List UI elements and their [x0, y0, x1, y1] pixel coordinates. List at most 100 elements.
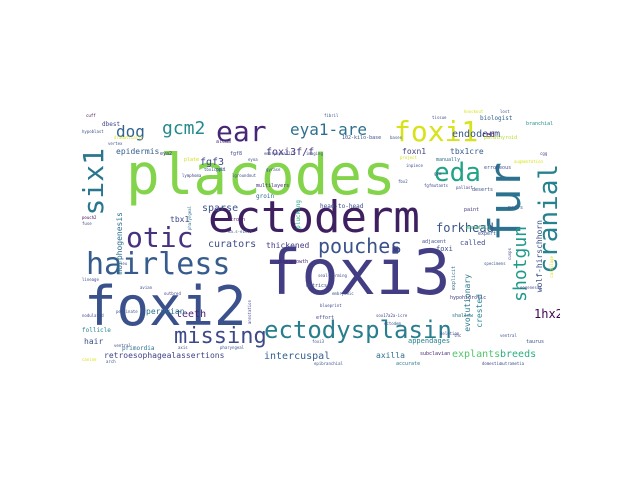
word-explants: explants: [452, 349, 501, 360]
word-otic: otic: [126, 221, 194, 254]
word-crown: crown: [230, 217, 246, 223]
word-ectodysplasin: ectodysplasin: [264, 316, 452, 344]
word-groin: groin: [256, 193, 275, 200]
word-project: project: [400, 155, 417, 160]
word-shallow: shallow: [452, 313, 474, 319]
word-appendages: appendages: [408, 337, 451, 345]
word-hairless: hairless: [86, 247, 231, 282]
word-manifold: manifold: [466, 225, 491, 231]
word-fgf8: fgf8: [230, 151, 243, 157]
word-lost: lost: [500, 109, 510, 114]
word-head-to-head: head-to-head: [320, 203, 364, 210]
word-blueprint: blueprint: [320, 303, 342, 308]
word-breeds: breeds: [500, 349, 537, 360]
word-ea5-e195: ea.s-e19.5: [228, 229, 253, 234]
word-knockout: knockout: [464, 109, 484, 114]
word-epidermis: epidermis: [116, 147, 160, 156]
word-alcam: alcam: [216, 139, 232, 145]
word-manually: manually: [436, 157, 461, 163]
word-tbx1cre: tbx1cre: [450, 147, 484, 156]
word-expert: expert: [478, 231, 497, 237]
word-erroneous: erroneous: [484, 165, 512, 171]
word-lgroundout: lgroundout: [232, 173, 257, 178]
word-augmentation: augmentation: [514, 159, 543, 164]
word-subclavian: subclavian: [420, 351, 451, 357]
word-dramatically: dramatically: [114, 135, 143, 140]
word-foxi1: foxi1: [394, 115, 479, 148]
word-eyoa: eyoa: [248, 157, 258, 162]
word-sparse: sparse: [202, 203, 239, 214]
word-dbest: dbest: [102, 121, 121, 128]
word-endoderm: endoderm: [452, 129, 501, 140]
word-foxi3ff: foxi3f/f: [266, 147, 315, 158]
word-foxi2: foxi2: [84, 275, 247, 338]
word-imaging: imaging: [306, 151, 323, 156]
word-axilla: axilla: [376, 351, 405, 360]
word-ectoderm: ectoderm: [208, 192, 420, 243]
word-taurus: taurus: [526, 339, 545, 345]
word-fbx2: fbx2: [398, 179, 408, 184]
word-cusps: cusps: [507, 248, 512, 261]
word-thickened: thickened: [266, 241, 310, 250]
word-fibril: fibril: [324, 113, 339, 118]
word-embryonic: embryonic: [332, 291, 354, 296]
word-mutrametia: mutrametia: [500, 361, 525, 366]
word-peruvian: peruvian: [146, 307, 185, 316]
word-teeth: teeth: [176, 309, 207, 320]
word-pectinate: pectinate: [116, 309, 138, 314]
word-adjacent: adjacent: [422, 239, 447, 245]
word-biologist: biologist: [480, 115, 513, 122]
word-avian: avian: [140, 285, 153, 290]
word-ppr: ppr: [216, 167, 226, 173]
word-pharyngeal: pharyngeal: [187, 206, 192, 231]
word-gcm: gcm: [434, 171, 442, 176]
word-seal-forming: seal-forming: [318, 273, 347, 278]
word-foxi3-small: foxi3: [312, 339, 325, 344]
word-curators: curators: [208, 239, 257, 250]
word-ced: ced: [482, 131, 495, 139]
word-eya1-are: eya1-are: [290, 120, 368, 139]
word-fgf3: fgf3: [200, 157, 225, 168]
word-forkhead: forkhead: [436, 221, 494, 235]
word-thc: thc: [454, 333, 462, 338]
word-dog: dog: [116, 122, 145, 141]
word-outbred: outbred: [164, 291, 181, 296]
word-deserts: deserts: [472, 187, 494, 193]
word-multilayers: multilayers: [256, 183, 290, 189]
word-follicle: follicle: [82, 327, 111, 334]
word-eya2: eya2: [160, 151, 173, 157]
word-specimens: specimens: [484, 261, 506, 266]
word-axis: axis: [178, 345, 188, 350]
word-ventral: ventral: [500, 333, 517, 338]
word-embryophallia: embryophallia: [264, 151, 296, 156]
word-eda: eda: [434, 158, 481, 188]
word-pharyngeal-2: pharyngeal: [220, 345, 245, 350]
word-hypoblast: hypoblast: [82, 129, 104, 134]
word-domestic: domestic: [482, 361, 502, 366]
word-102-kilo-base: 102-kilo-base: [342, 135, 382, 141]
word-cartilage: cartilage: [549, 256, 554, 278]
word-bases: bases: [390, 135, 403, 140]
word-arch: arch: [106, 359, 116, 364]
word-gyrase: gyrase: [266, 167, 281, 172]
word-nodulated: nodulated: [82, 313, 104, 318]
word-intercuspal: intercuspal: [264, 351, 331, 362]
word-inpiece: inpiece: [406, 163, 423, 168]
word-explicit: explicit: [451, 266, 457, 291]
word-pallast: pallast: [456, 185, 473, 190]
word-missing: missing: [174, 324, 267, 349]
word-1hx2: 1hx2: [534, 307, 560, 321]
word-pairs: pairs: [508, 205, 524, 211]
word-downgrowth: downgrowth: [278, 259, 309, 265]
word-primordia: primordia: [122, 345, 155, 352]
word-accurate: accurate: [396, 361, 421, 367]
word-lymphoma: lymphoma: [182, 173, 202, 178]
word-sox17a2a-icre: sox17a2a-icre: [376, 313, 408, 318]
word-effort: effort: [316, 315, 335, 321]
word-cloud: foxi3 placodes foxi2 ectoderm fur hairle…: [80, 108, 560, 372]
word-hypohidrotic: hypohidrotic: [450, 295, 487, 301]
word-plate: plate: [184, 157, 200, 163]
word-foxi: foxi: [436, 245, 453, 253]
word-gcm2: gcm2: [162, 118, 206, 139]
word-oogenesis: oogenesis: [520, 285, 542, 290]
